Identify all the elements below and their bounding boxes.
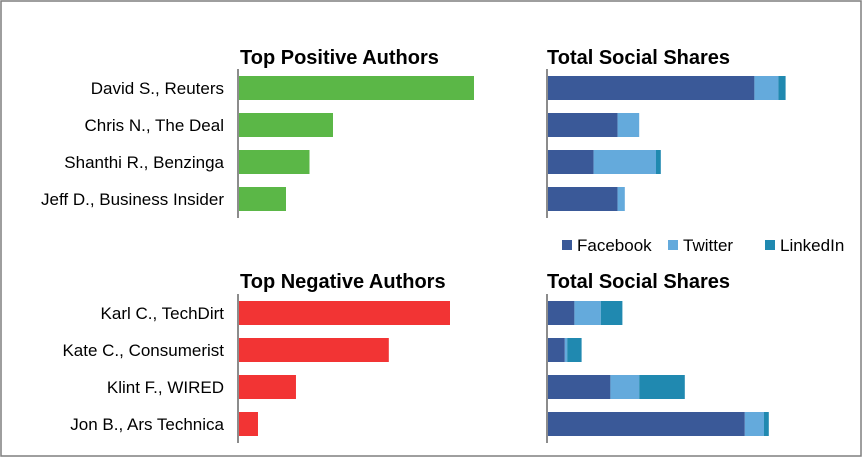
- category-label: Karl C., TechDirt: [101, 304, 225, 323]
- category-label: Jon B., Ars Technica: [70, 415, 224, 434]
- bar: [239, 113, 333, 137]
- charts-layer: Top Positive Authors David S., Reuters Chr…: [41, 47, 786, 443]
- legend-swatch-linkedin: [765, 240, 775, 250]
- bar: [239, 76, 474, 100]
- category-label: Klint F., WIRED: [107, 378, 224, 397]
- bar-segment-twitter: [754, 76, 779, 100]
- bar: [239, 338, 389, 362]
- bar-segment-twitter: [574, 301, 601, 325]
- bar-segment-facebook: [548, 113, 618, 137]
- bar-segment-facebook: [548, 150, 594, 174]
- bar-segment-facebook: [548, 301, 575, 325]
- legend-label: LinkedIn: [780, 236, 844, 255]
- bar-segment-twitter: [593, 150, 656, 174]
- chart-title: Top Negative Authors: [240, 271, 446, 293]
- bar-segment-facebook: [548, 375, 611, 399]
- legend-swatch-twitter: [668, 240, 678, 250]
- chart-panel-3: Total Social Shares: [546, 271, 769, 443]
- bar: [239, 301, 450, 325]
- bar: [239, 375, 296, 399]
- bar-segment-linkedin: [764, 412, 769, 436]
- bar-segment-twitter: [564, 338, 568, 362]
- chart-title: Top Positive Authors: [240, 47, 439, 69]
- bar-segment-twitter: [617, 187, 625, 211]
- bar-segment-facebook: [548, 187, 618, 211]
- legend: Facebook Twitter LinkedIn: [562, 236, 844, 255]
- bar-segment-facebook: [548, 76, 755, 100]
- bar: [239, 187, 286, 211]
- category-label: Kate C., Consumerist: [62, 341, 224, 360]
- chart-panel-2: Top Negative Authors Karl C., TechDirt Kat…: [62, 271, 450, 443]
- bar-segment-twitter: [610, 375, 640, 399]
- category-label: Jeff D., Business Insider: [41, 190, 224, 209]
- bar-segment-linkedin: [600, 301, 623, 325]
- chart-title: Total Social Shares: [547, 47, 730, 69]
- bar-segment-twitter: [617, 113, 640, 137]
- bar-segment-twitter: [744, 412, 764, 436]
- bar: [239, 412, 258, 436]
- category-label: David S., Reuters: [91, 79, 224, 98]
- bar-segment-facebook: [548, 412, 745, 436]
- bar-segment-linkedin: [639, 375, 685, 399]
- legend-label: Twitter: [683, 236, 733, 255]
- bar-segment-linkedin: [778, 76, 786, 100]
- category-label: Shanthi R., Benzinga: [64, 153, 224, 172]
- bar-segment-linkedin: [656, 150, 661, 174]
- chart-title: Total Social Shares: [547, 271, 730, 293]
- bar: [239, 150, 310, 174]
- chart-panel-0: Top Positive Authors David S., Reuters Chr…: [41, 47, 474, 218]
- bar-segment-facebook: [548, 338, 565, 362]
- category-label: Chris N., The Deal: [84, 116, 224, 135]
- bar-segment-linkedin: [567, 338, 582, 362]
- chart-panel-1: Total Social Shares: [546, 47, 786, 218]
- legend-label: Facebook: [577, 236, 652, 255]
- legend-swatch-facebook: [562, 240, 572, 250]
